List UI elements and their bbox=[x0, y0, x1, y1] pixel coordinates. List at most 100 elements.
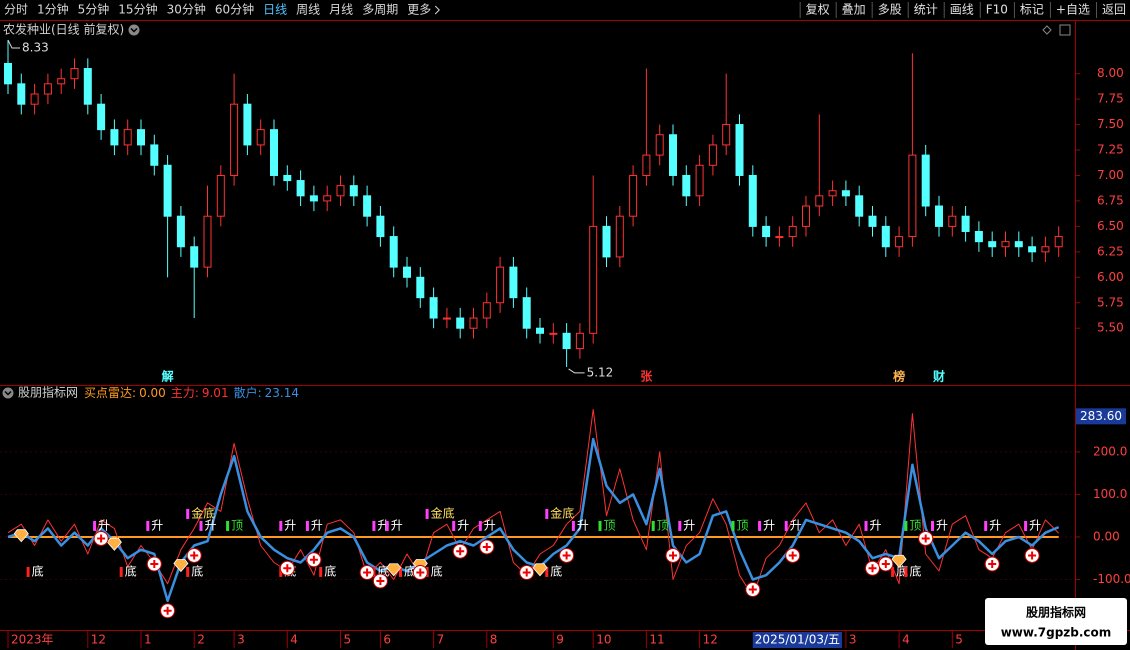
min-label: 5.12 bbox=[587, 365, 614, 379]
signal-label: 升 bbox=[98, 518, 110, 532]
candle-body bbox=[549, 332, 558, 335]
y-tick-label: 6.25 bbox=[1097, 244, 1124, 258]
y-tick-label: 7.50 bbox=[1097, 117, 1124, 131]
diamond-icon bbox=[386, 563, 402, 577]
signal-tick bbox=[784, 520, 788, 531]
toolbar-tab[interactable]: 更多 bbox=[407, 3, 431, 17]
candle-body bbox=[403, 266, 411, 278]
candle-body bbox=[83, 68, 92, 105]
window-button[interactable] bbox=[1059, 24, 1071, 36]
candle-body bbox=[442, 317, 451, 320]
signal-label: 升 bbox=[284, 518, 296, 532]
candle-body bbox=[974, 230, 983, 243]
candle-body bbox=[669, 134, 677, 176]
event-marker[interactable]: 榜 bbox=[893, 369, 905, 384]
toolbar-tab[interactable]: 分时 bbox=[4, 3, 28, 17]
candle-body bbox=[70, 68, 79, 80]
event-marker[interactable]: 解 bbox=[162, 369, 174, 384]
candle-body bbox=[908, 154, 917, 238]
toolbar-tab[interactable]: 日线 bbox=[263, 3, 287, 17]
event-marker[interactable]: 张 bbox=[640, 369, 653, 384]
diamond-icon bbox=[891, 554, 907, 568]
toolbar-tab[interactable]: 1分钟 bbox=[37, 2, 69, 17]
axis-marker-label: 283.60 bbox=[1080, 409, 1122, 423]
toolbar-tab[interactable]: 多周期 bbox=[362, 3, 398, 17]
signal-label: 升 bbox=[205, 518, 217, 532]
buy-icon-cross bbox=[416, 568, 425, 577]
event-marker[interactable]: 财 bbox=[932, 369, 945, 384]
toolbar-tab[interactable]: 30分钟 bbox=[167, 2, 206, 17]
y-tick-label: 6.75 bbox=[1097, 193, 1124, 207]
candle-body bbox=[735, 124, 744, 176]
legend-value: 9.01 bbox=[202, 386, 229, 400]
buy-icon-cross bbox=[788, 551, 797, 560]
toolbar-button[interactable]: 标记 bbox=[1020, 3, 1044, 17]
diamond-icon bbox=[173, 559, 189, 573]
toolbar-tab[interactable]: 15分钟 bbox=[118, 2, 157, 17]
indicator-title: 股朋指标网 bbox=[18, 385, 78, 400]
y-tick-label: 8.00 bbox=[1097, 66, 1124, 80]
toolbar-tab[interactable]: 周线 bbox=[296, 3, 320, 17]
toolbar-button[interactable]: 多股 bbox=[878, 3, 902, 17]
candle-body bbox=[615, 215, 624, 258]
legend-item: 主力:9.01 bbox=[171, 386, 229, 400]
chevron bbox=[130, 27, 138, 33]
signal-label: 底 bbox=[125, 563, 137, 578]
signal-tick bbox=[571, 520, 575, 531]
legend-separator: : bbox=[132, 386, 136, 400]
signal-tick bbox=[399, 566, 402, 577]
candle-body bbox=[575, 332, 584, 350]
legend-name: 散户 bbox=[234, 385, 258, 400]
dropdown-icon[interactable] bbox=[2, 387, 14, 399]
candle-body bbox=[363, 195, 372, 217]
signal-tick bbox=[984, 520, 988, 531]
signal-label: 升 bbox=[1029, 518, 1041, 532]
diamond-button[interactable] bbox=[1042, 25, 1052, 35]
y-tick-label: 7.25 bbox=[1097, 143, 1124, 157]
signal-tick bbox=[186, 566, 190, 577]
toolbar-button[interactable]: +自选 bbox=[1056, 3, 1090, 17]
candle-body bbox=[895, 236, 904, 248]
y-tick-label: 0.00 bbox=[1093, 529, 1120, 543]
signal-tick bbox=[545, 508, 549, 519]
toolbar-button[interactable]: 画线 bbox=[950, 3, 974, 17]
dropdown-icon[interactable] bbox=[128, 24, 140, 36]
x-tick-label: 2 bbox=[197, 633, 205, 647]
buy-icon-cross bbox=[150, 559, 159, 568]
candle-body bbox=[482, 302, 491, 319]
y-tick-label: 5.75 bbox=[1097, 295, 1124, 309]
candle-body bbox=[935, 205, 943, 227]
legend-value: 0.00 bbox=[139, 386, 166, 400]
buy-icon-cross bbox=[868, 564, 877, 573]
signal-label: 顶 bbox=[909, 518, 921, 532]
signal-tick bbox=[372, 520, 376, 531]
legend-name: 买点雷达 bbox=[84, 386, 132, 400]
signal-label: 升 bbox=[457, 518, 469, 532]
watermark-url: www.7gpzb.com bbox=[1001, 626, 1112, 640]
y-tick-label: -100.0 bbox=[1093, 572, 1130, 586]
signal-label: 顶 bbox=[604, 518, 616, 532]
toolbar-tab[interactable]: 月线 bbox=[329, 3, 353, 17]
candle-body bbox=[1054, 236, 1063, 248]
signal-label: 金底 bbox=[191, 505, 215, 520]
signal-label: 顶 bbox=[231, 518, 243, 532]
diamond-icon bbox=[106, 537, 122, 551]
toolbar-tab[interactable]: 60分钟 bbox=[215, 2, 254, 17]
toolbar-tab[interactable]: 5分钟 bbox=[78, 2, 110, 17]
x-tick-label: 12 bbox=[91, 633, 106, 647]
x-tick-label: 5 bbox=[955, 633, 963, 647]
toolbar-button[interactable]: F10 bbox=[986, 3, 1008, 17]
toolbar-button[interactable]: 复权 bbox=[806, 3, 830, 17]
y-tick-label: 7.75 bbox=[1097, 92, 1124, 106]
candle-body bbox=[602, 225, 611, 258]
toolbar-button[interactable]: 统计 bbox=[914, 3, 938, 17]
signal-label: 升 bbox=[989, 518, 1001, 532]
candle-body bbox=[988, 241, 997, 248]
candle-body bbox=[509, 266, 518, 299]
signal-label: 升 bbox=[151, 518, 163, 532]
toolbar-button[interactable]: 叠加 bbox=[842, 3, 866, 17]
toolbar-button[interactable]: 返回 bbox=[1102, 3, 1126, 17]
signal-tick bbox=[1024, 520, 1028, 531]
